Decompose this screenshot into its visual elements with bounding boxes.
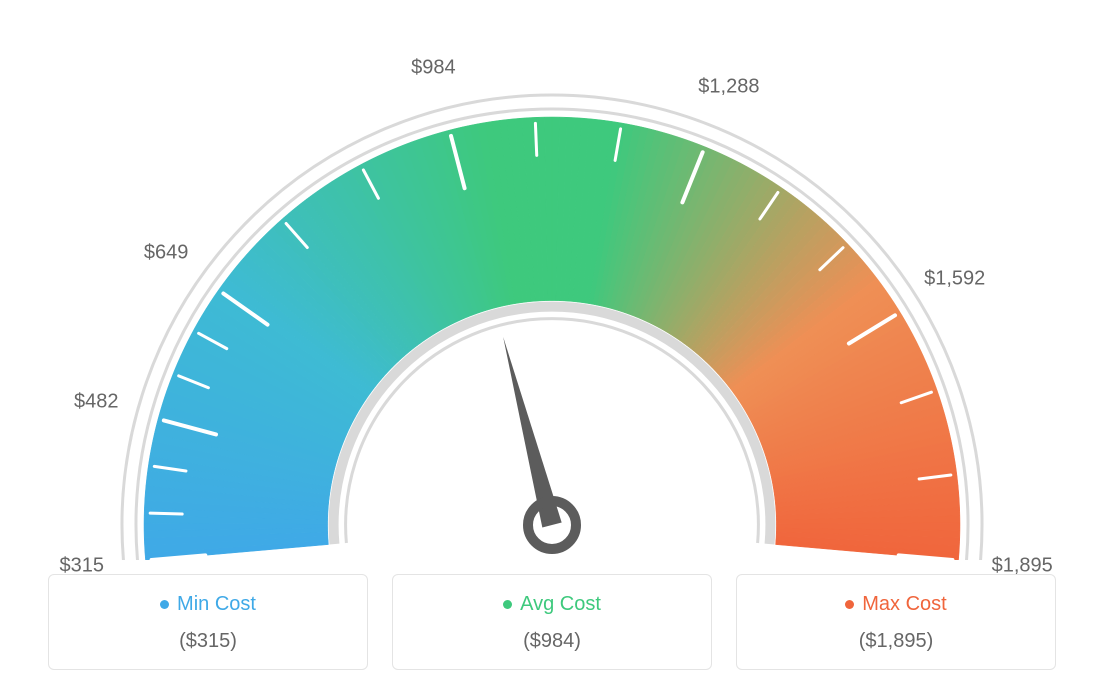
legend-row: Min Cost ($315) Avg Cost ($984) Max Cost… [0, 574, 1104, 670]
legend-title-max: Max Cost [845, 593, 946, 616]
legend-dot-max [845, 600, 854, 609]
legend-title-avg: Avg Cost [503, 593, 601, 616]
gauge-tick-label: $482 [74, 391, 119, 414]
legend-card-max: Max Cost ($1,895) [736, 574, 1056, 670]
gauge-area: $315$482$649$984$1,288$1,592$1,895 [0, 0, 1104, 560]
legend-card-avg: Avg Cost ($984) [392, 574, 712, 670]
legend-dot-avg [503, 600, 512, 609]
gauge-tick-label: $1,288 [698, 76, 759, 99]
gauge-tick-label: $1,592 [924, 267, 985, 290]
legend-title-min: Min Cost [160, 593, 256, 616]
legend-card-min: Min Cost ($315) [48, 574, 368, 670]
gauge-tick-label: $984 [411, 57, 456, 80]
legend-dot-min [160, 600, 169, 609]
gauge-tick-label: $649 [144, 242, 189, 265]
legend-title-min-text: Min Cost [177, 593, 256, 616]
legend-value-max: ($1,895) [747, 630, 1045, 653]
legend-value-min: ($315) [59, 630, 357, 653]
legend-title-avg-text: Avg Cost [520, 593, 601, 616]
gauge-chart-container: $315$482$649$984$1,288$1,592$1,895 Min C… [0, 0, 1104, 690]
legend-value-avg: ($984) [403, 630, 701, 653]
legend-title-max-text: Max Cost [862, 593, 946, 616]
